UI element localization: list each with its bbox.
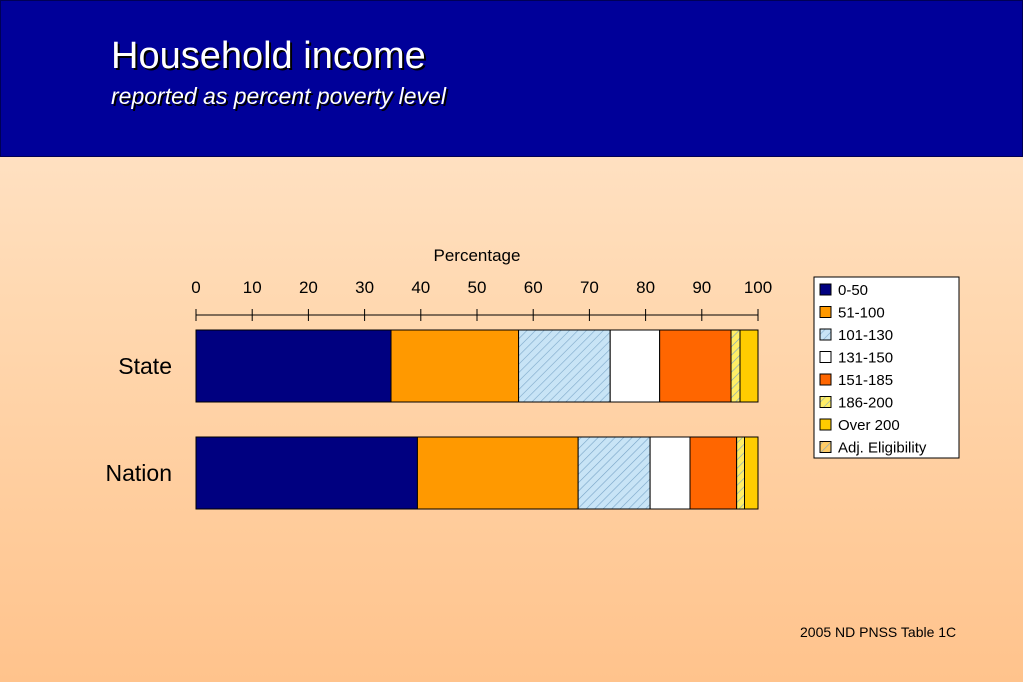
legend-swatch-101-130 <box>819 328 832 341</box>
legend-label-101-130: 101-130 <box>838 327 893 344</box>
page-title: Household income <box>111 35 426 77</box>
x-tick-label: 20 <box>299 278 318 297</box>
category-label-nation: Nation <box>106 460 172 486</box>
legend-label-186-200: 186-200 <box>838 395 893 412</box>
source-note: 2005 ND PNSS Table 1C <box>800 624 957 640</box>
legend-label-51-100: 51-100 <box>838 305 885 322</box>
bar-state-over-200 <box>739 329 759 403</box>
x-tick-label: 80 <box>636 278 655 297</box>
legend-label-over-200: Over 200 <box>838 417 900 434</box>
bar-nation-0-50 <box>195 436 418 510</box>
bar-state-0-50 <box>195 329 392 403</box>
x-tick-label: 90 <box>692 278 711 297</box>
x-tick-label: 10 <box>243 278 262 297</box>
legend-swatch-adj-eligibility <box>819 441 832 453</box>
legend-swatch-151-185 <box>819 373 832 386</box>
legend-label-131-150: 131-150 <box>838 350 893 367</box>
bar-nation-186-200 <box>736 436 746 510</box>
bar-state-151-185 <box>659 329 732 403</box>
legend-label-151-185: 151-185 <box>838 372 893 389</box>
bar-state-51-100 <box>390 329 520 403</box>
bar-nation-51-100 <box>416 436 579 510</box>
legend-label-adj-eligibility: Adj. Eligibility <box>838 440 927 457</box>
bar-state-101-130 <box>518 329 611 403</box>
bar-nation-101-130 <box>577 436 651 510</box>
x-tick-label: 100 <box>744 278 772 297</box>
x-tick-label: 50 <box>468 278 487 297</box>
page-subtitle: reported as percent poverty level <box>111 83 446 109</box>
legend-swatch-186-200 <box>819 396 832 408</box>
x-tick-label: 0 <box>191 278 200 297</box>
legend-swatch-over-200 <box>819 418 832 431</box>
x-axis-label: Percentage <box>434 246 521 265</box>
category-label-state: State <box>118 353 172 379</box>
legend-swatch-51-100 <box>819 306 832 318</box>
legend-box <box>813 276 960 459</box>
bar-nation-over-200 <box>744 436 759 510</box>
x-tick-label: 30 <box>355 278 374 297</box>
bar-nation-151-185 <box>689 436 738 510</box>
x-tick-label: 40 <box>411 278 430 297</box>
legend-swatch-0-50 <box>819 283 832 296</box>
legend-label-0-50: 0-50 <box>838 282 868 299</box>
title-banner: Household income reported as percent pov… <box>0 0 1023 157</box>
bar-state-186-200 <box>730 329 741 403</box>
bar-state-131-150 <box>609 329 661 403</box>
x-tick-label: 60 <box>524 278 543 297</box>
bar-nation-131-150 <box>649 436 691 510</box>
legend-swatch-131-150 <box>819 351 832 363</box>
x-tick-label: 70 <box>580 278 599 297</box>
